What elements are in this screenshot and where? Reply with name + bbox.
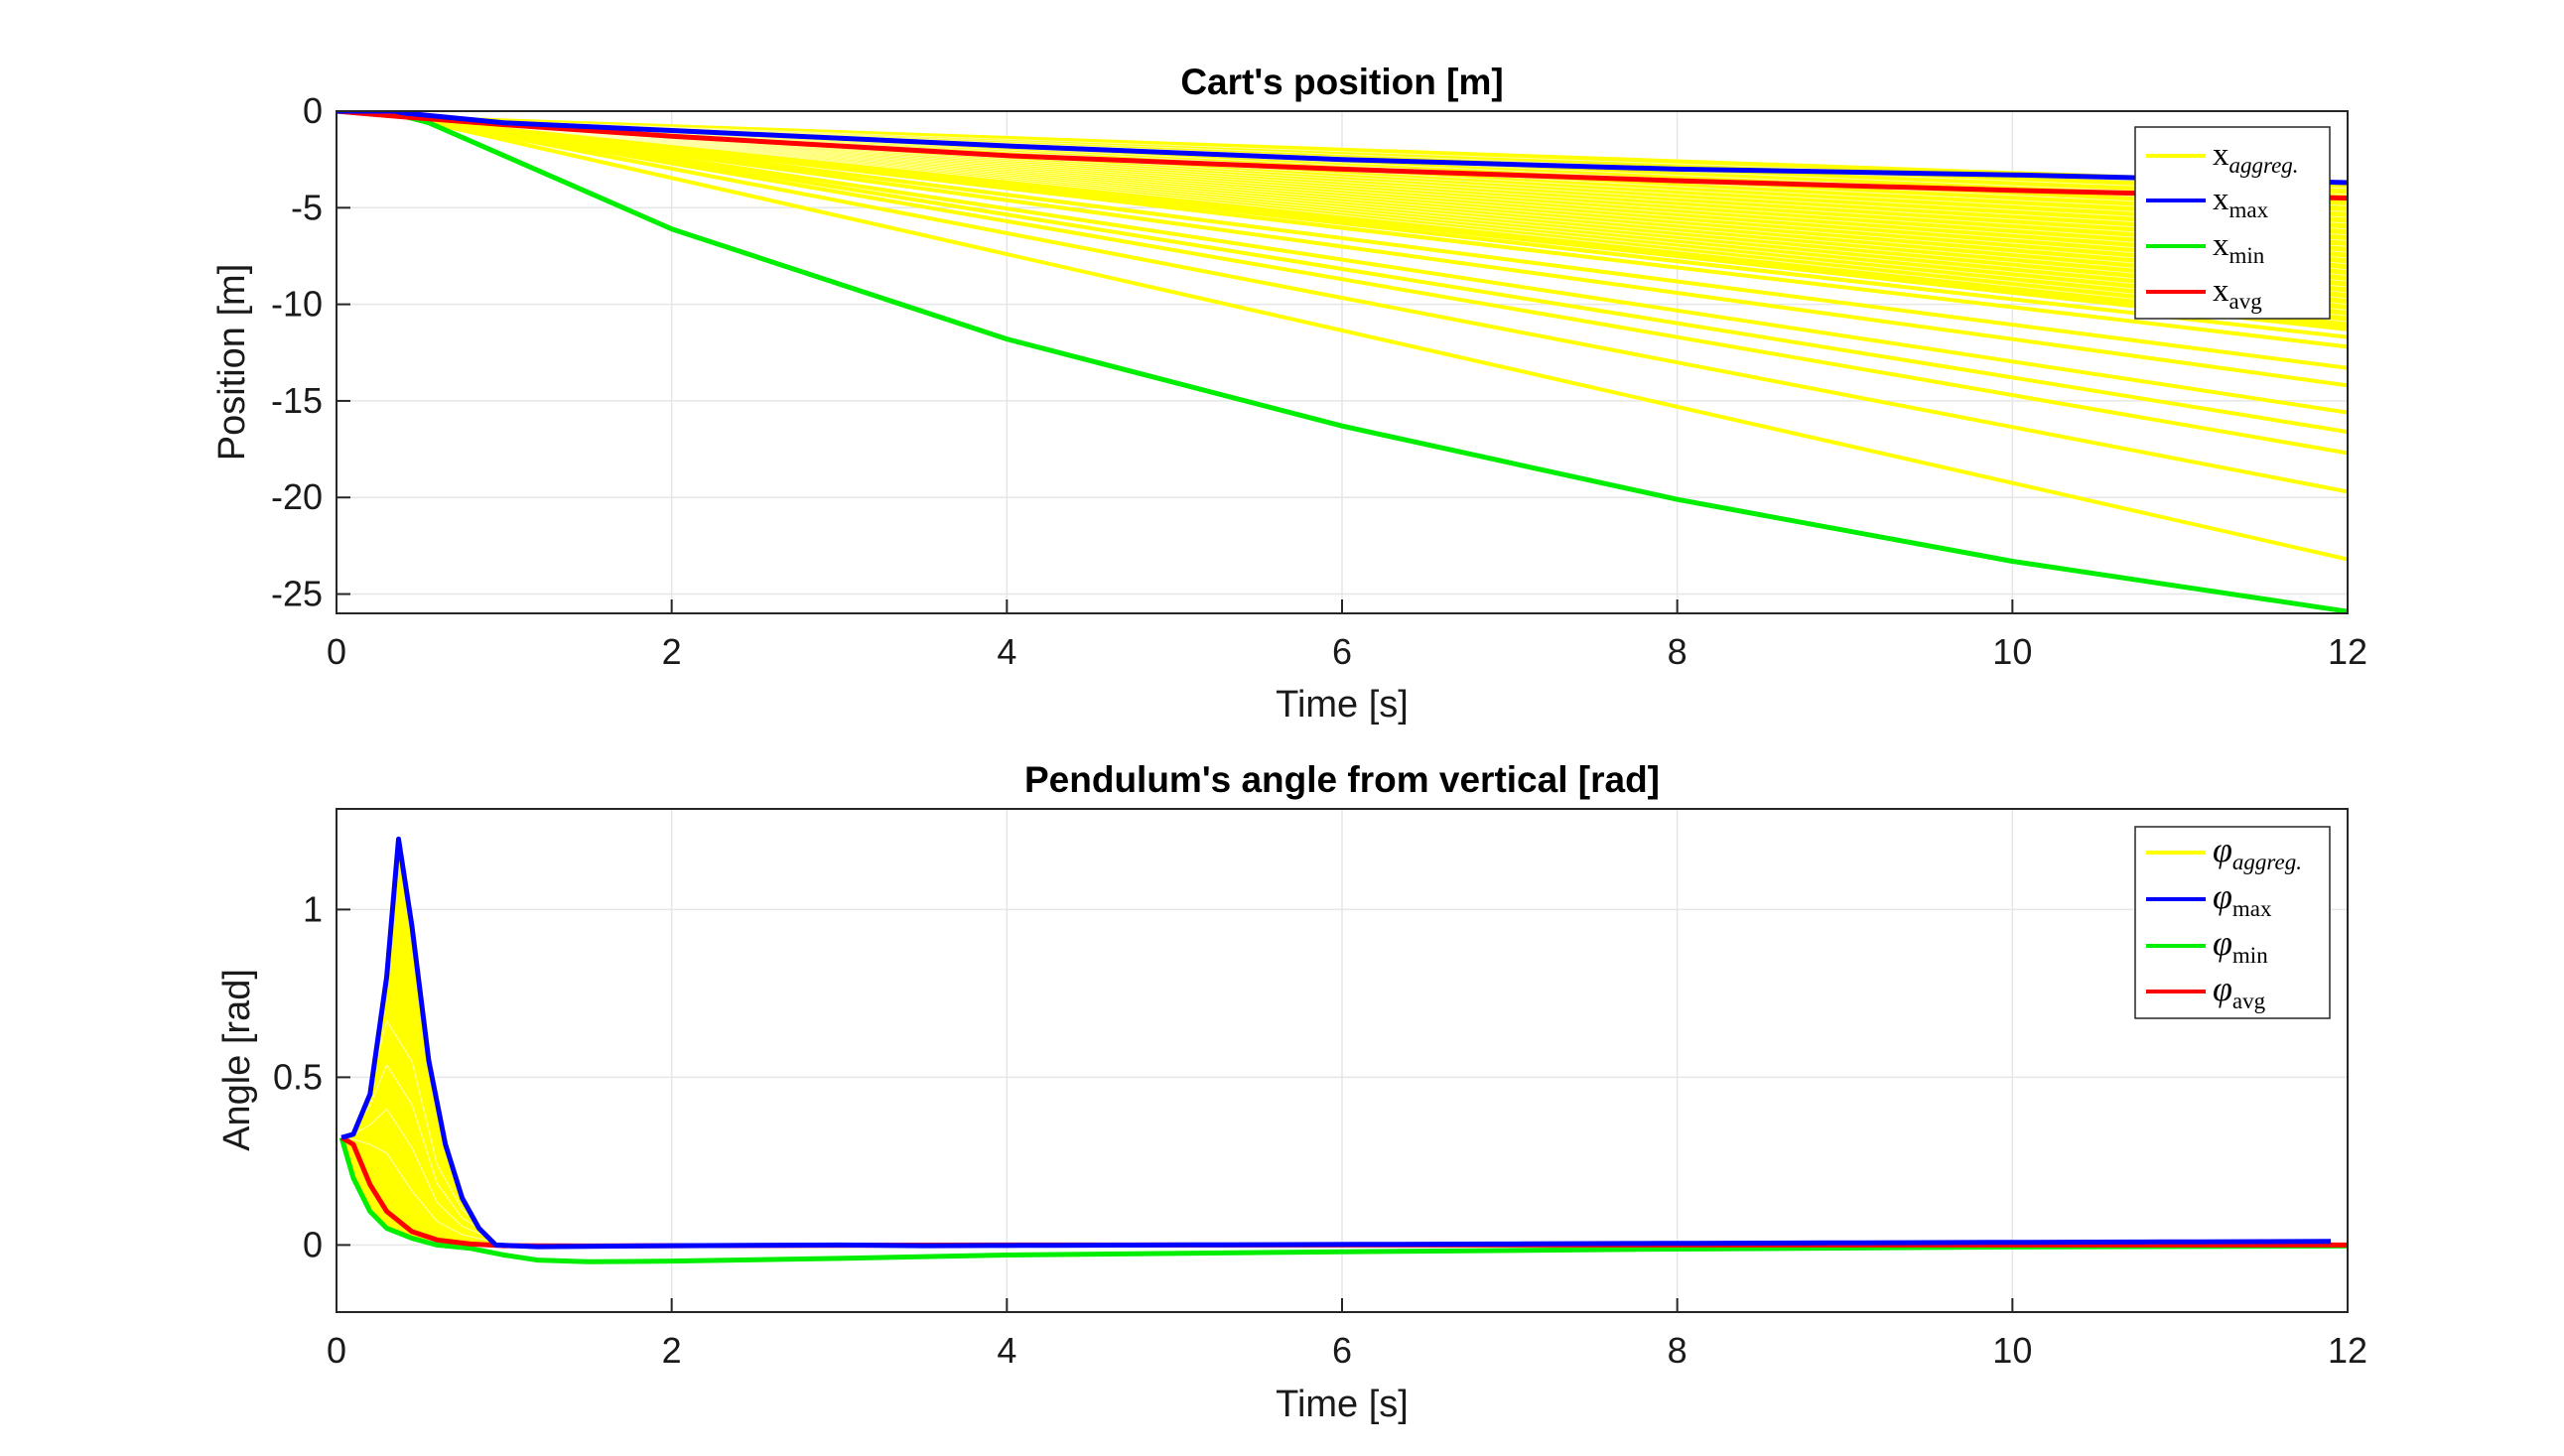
angle-series-lines [338,836,2348,1264]
angle-series-min [338,1136,2348,1264]
position-ticks: 0 2 4 6 8 10 12 0 -5 -10 -15 -20 -25 [271,90,2367,672]
position-x-tick-label: 0 [327,631,346,672]
angle-x-axis-label: Time [s] [1276,1384,1409,1425]
angle-ticks: 0 2 4 6 8 10 12 1 0.5 0 [273,888,2367,1371]
position-legend-entry-aggreg: xaggreg. [2146,137,2299,178]
position-aggregate-separator [420,117,2348,311]
angle-y-tick-label: 1 [303,888,323,929]
angle-y-axis-label: Angle [rad] [216,969,258,1151]
position-x-tick-label: 2 [662,631,682,672]
position-aggregate-separator [420,117,2348,300]
angle-legend-sub: min [2232,943,2268,968]
angle-legend-entry-avg: φavg [2146,969,2266,1013]
svg-text:xmax: xmax [2213,182,2269,222]
position-y-tick-label: 0 [303,90,323,131]
position-aggregate-separator [420,117,2348,196]
position-legend-label: x [2213,227,2229,263]
angle-legend-label: φ [2213,876,2232,916]
svg-text:φmin: φmin [2213,923,2268,968]
position-aggregate-separator [420,117,2348,323]
angle-y-tick-label: 0.5 [273,1056,323,1097]
angle-legend-sub: aggreg. [2232,850,2302,874]
angle-aggregate-line [340,1018,488,1231]
position-x-tick-label: 8 [1668,631,1687,672]
angle-aggregate-line [341,1136,488,1242]
position-y-tick-label: -10 [271,284,323,325]
svg-text:φavg: φavg [2213,969,2266,1013]
angle-legend-entry-min: φmin [2146,923,2268,968]
angle-legend-label: φ [2213,830,2232,869]
angle-legend-label: φ [2213,923,2232,963]
svg-text:φaggreg.: φaggreg. [2213,830,2302,874]
position-legend-label: x [2213,182,2229,217]
position-y-tick-label: -20 [271,476,323,517]
angle-legend-sub: max [2232,896,2272,921]
position-legend-sub: max [2229,198,2269,222]
position-legend-sub: aggreg. [2229,153,2299,178]
angle-legend-sub: avg [2232,989,2266,1013]
position-legend-entry-avg: xavg [2146,273,2262,314]
position-x-tick-label: 4 [997,631,1016,672]
svg-text:xmin: xmin [2213,227,2265,268]
angle-x-tick-label: 8 [1668,1330,1687,1371]
angle-plot: 0 2 4 6 8 10 12 1 0.5 0 Pendulum's angle from ver… [216,759,2367,1425]
angle-aggregate-fill [341,839,496,1246]
angle-x-tick-label: 4 [997,1330,1016,1371]
position-aggregate-separator [420,117,2348,276]
position-y-tick-label: -15 [271,380,323,421]
position-plot: 0 2 4 6 8 10 12 0 -5 -10 -15 -20 -25 Cart's position… [211,62,2367,726]
position-aggregate-separator [420,117,2348,288]
position-legend-sub: min [2229,243,2265,268]
position-aggregate-separator [420,117,2348,236]
position-x-tick-label: 12 [2328,631,2367,672]
position-x-tick-label: 6 [1332,631,1352,672]
position-aggregate-separator [420,117,2348,230]
angle-x-tick-label: 0 [327,1330,346,1371]
position-x-axis-label: Time [s] [1276,684,1409,726]
position-series-avg [337,111,2348,201]
angle-x-tick-label: 6 [1332,1330,1352,1371]
position-legend-entry-max: xmax [2146,182,2269,222]
position-aggregate-separator [420,117,2348,294]
angle-y-tick-label: 0 [303,1224,323,1264]
svg-text:φmax: φmax [2213,876,2272,921]
position-aggregate-separator [420,117,2348,306]
position-aggregate-separator [420,117,2348,282]
svg-text:xavg: xavg [2213,273,2262,314]
position-y-tick-label: -25 [271,574,323,614]
position-legend: xaggreg. xmax xmin xavg [2134,126,2331,320]
position-legend-box [2134,126,2331,320]
angle-series-max [340,836,2332,1250]
angle-legend: φaggreg. φmax φmin φavg [2134,826,2331,1019]
angle-legend-entry-aggreg: φaggreg. [2146,830,2302,874]
angle-legend-entry-max: φmax [2146,876,2272,921]
angle-x-tick-label: 2 [662,1330,682,1371]
angle-legend-label: φ [2213,969,2232,1008]
svg-text:xaggreg.: xaggreg. [2213,137,2299,178]
angle-chart-title: Pendulum's angle from vertical [rad] [1024,759,1660,800]
position-chart-title: Cart's position [m] [1180,62,1503,102]
position-legend-label: x [2213,273,2229,309]
position-legend-entry-min: xmin [2146,227,2265,268]
position-x-tick-label: 10 [1992,631,2032,672]
angle-x-tick-label: 10 [1992,1330,2032,1371]
position-legend-label: x [2213,137,2229,173]
position-y-axis-label: Position [m] [211,264,253,462]
angle-x-tick-label: 12 [2328,1330,2367,1371]
position-aggregate-separator [420,117,2348,317]
position-y-tick-label: -5 [291,187,323,227]
position-aggregate-separator [420,117,2348,271]
position-legend-sub: avg [2229,289,2263,314]
angle-legend-box [2134,826,2331,1019]
